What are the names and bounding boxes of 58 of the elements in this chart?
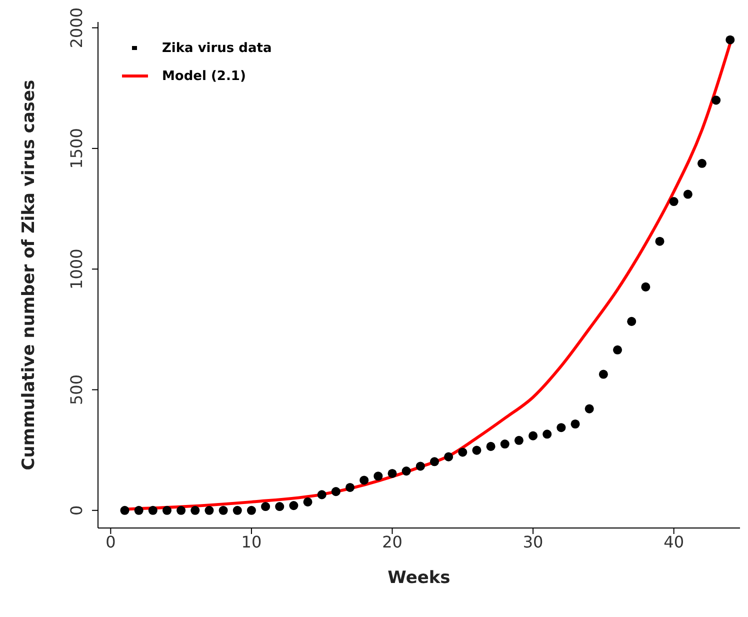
point bbox=[627, 316, 636, 326]
point bbox=[303, 497, 312, 506]
point bbox=[162, 506, 172, 515]
point bbox=[500, 440, 510, 449]
point bbox=[232, 506, 242, 515]
point bbox=[360, 476, 369, 485]
point bbox=[458, 448, 468, 457]
point bbox=[416, 462, 425, 471]
x-tick-label: 40 bbox=[664, 532, 684, 552]
point bbox=[669, 197, 678, 206]
point bbox=[331, 487, 340, 496]
point bbox=[641, 282, 650, 292]
point bbox=[514, 436, 524, 445]
point bbox=[444, 452, 454, 462]
point bbox=[726, 35, 735, 44]
legend-label: Zika virus data bbox=[162, 40, 272, 56]
point bbox=[261, 502, 270, 512]
x-tick-label: 30 bbox=[522, 532, 544, 552]
point bbox=[218, 506, 228, 515]
y-tick-label: 1000 bbox=[67, 248, 86, 290]
point bbox=[317, 490, 326, 500]
point bbox=[388, 468, 397, 478]
point bbox=[204, 506, 214, 515]
point bbox=[148, 506, 158, 515]
point bbox=[683, 190, 692, 199]
point bbox=[556, 423, 566, 432]
point bbox=[584, 404, 594, 414]
point bbox=[134, 506, 144, 515]
point bbox=[655, 236, 664, 246]
point bbox=[542, 430, 552, 439]
point bbox=[598, 370, 608, 379]
point bbox=[346, 482, 355, 492]
point bbox=[486, 442, 496, 451]
x-tick-label: 10 bbox=[241, 532, 262, 552]
point bbox=[275, 502, 284, 512]
point bbox=[613, 345, 622, 354]
y-tick-label: 1500 bbox=[67, 128, 86, 169]
point bbox=[402, 466, 411, 476]
point bbox=[246, 506, 256, 515]
point bbox=[528, 431, 538, 440]
point bbox=[697, 158, 706, 168]
point bbox=[374, 472, 383, 481]
point bbox=[430, 457, 439, 466]
y-tick-label: 0 bbox=[67, 505, 86, 516]
point bbox=[570, 419, 580, 429]
point bbox=[712, 96, 721, 105]
point bbox=[289, 501, 298, 510]
legend-label: Model (2.1) bbox=[162, 68, 246, 84]
y-tick-label: 500 bbox=[67, 374, 86, 406]
y-axis-title: Cummulative number of Zika virus cases bbox=[19, 80, 40, 470]
point bbox=[120, 506, 130, 515]
point bbox=[190, 506, 200, 515]
point bbox=[472, 446, 482, 455]
x-tick-label: 20 bbox=[382, 532, 402, 552]
x-axis-title: Weeks bbox=[388, 568, 450, 588]
y-tick-label: 2000 bbox=[67, 7, 86, 48]
x-tick-label: 0 bbox=[106, 532, 116, 552]
point bbox=[176, 506, 186, 515]
